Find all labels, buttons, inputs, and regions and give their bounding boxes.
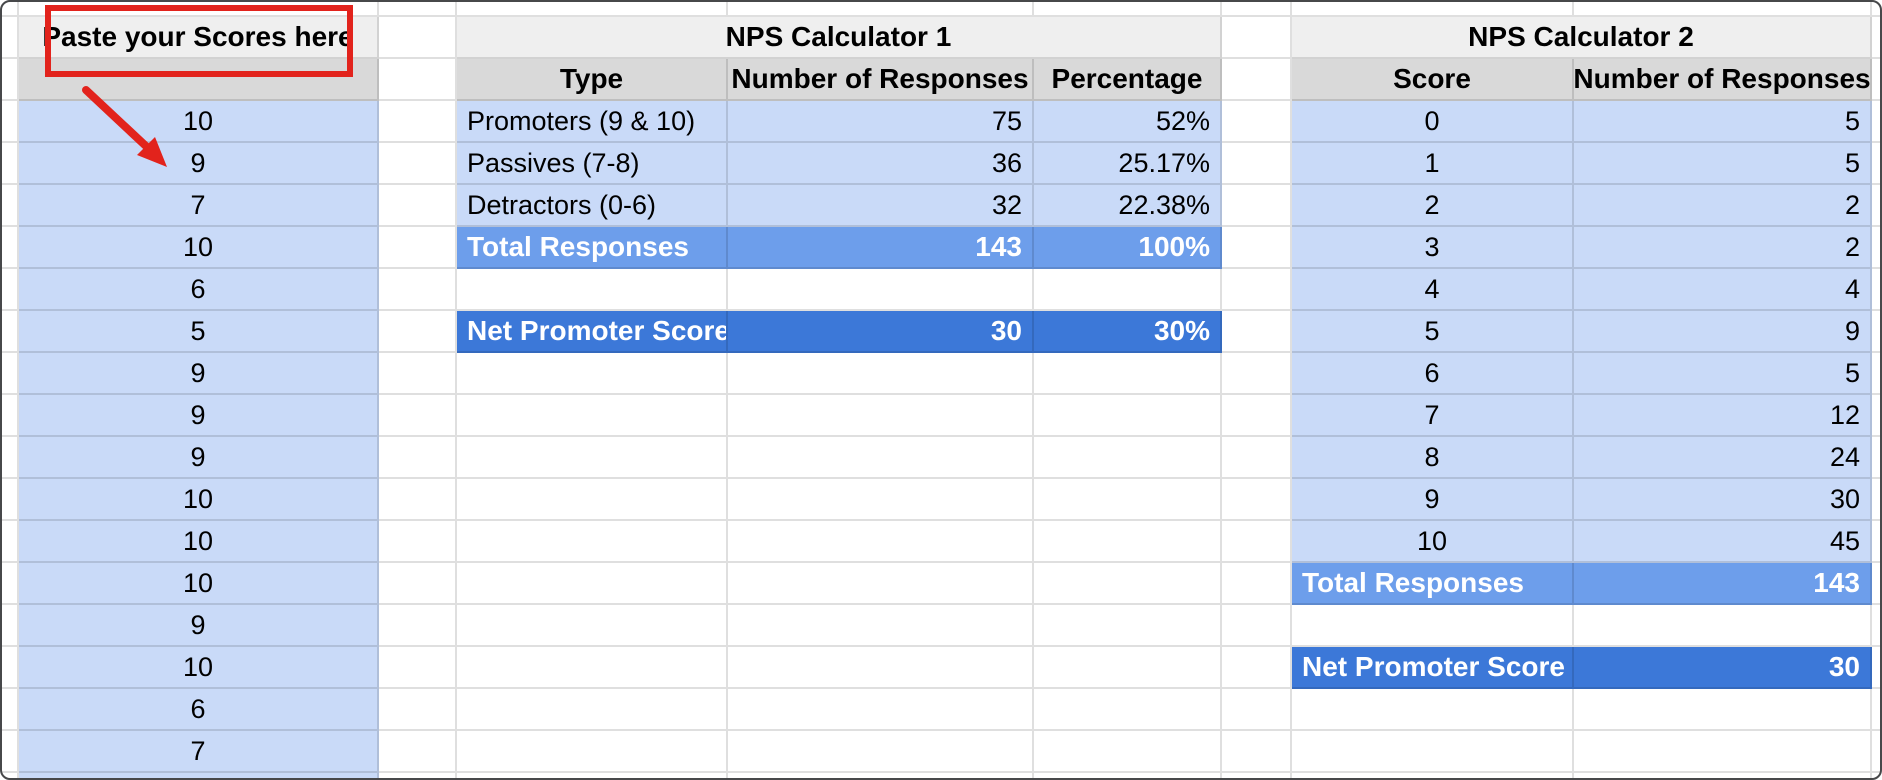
calc2-count-cell[interactable]: 30 xyxy=(1574,479,1872,521)
calc1-header-responses[interactable]: Number of Responses xyxy=(728,59,1034,101)
calc1-type-cell[interactable]: Promoters (9 & 10) xyxy=(457,101,728,143)
calc2-header-score[interactable]: Score xyxy=(1292,59,1574,101)
calc2-score-cell[interactable]: 2 xyxy=(1292,185,1574,227)
calc2-score-cell[interactable]: 6 xyxy=(1292,353,1574,395)
score-cell-partial[interactable] xyxy=(19,773,379,778)
calc1-total-pct-cell[interactable]: 100% xyxy=(1034,227,1222,269)
calc2-score-cell[interactable]: 9 xyxy=(1292,479,1574,521)
calc1-count-cell[interactable]: 36 xyxy=(728,143,1034,185)
calc1-count-cell[interactable]: 75 xyxy=(728,101,1034,143)
calc1-count-cell[interactable]: 32 xyxy=(728,185,1034,227)
score-cell[interactable]: 7 xyxy=(19,185,379,227)
calc2-count-cell[interactable]: 9 xyxy=(1574,311,1872,353)
score-cell[interactable]: 6 xyxy=(19,269,379,311)
score-cell[interactable]: 5 xyxy=(19,311,379,353)
score-cell[interactable]: 9 xyxy=(19,395,379,437)
score-cell[interactable]: 10 xyxy=(19,101,379,143)
calc2-count-cell[interactable]: 5 xyxy=(1574,101,1872,143)
calc2-count-cell[interactable]: 24 xyxy=(1574,437,1872,479)
calc2-count-cell[interactable]: 5 xyxy=(1574,353,1872,395)
calc2-count-cell[interactable]: 2 xyxy=(1574,185,1872,227)
calc1-total-count-cell[interactable]: 143 xyxy=(728,227,1034,269)
calc1-pct-cell[interactable]: 52% xyxy=(1034,101,1222,143)
calc2-total-count-cell[interactable]: 143 xyxy=(1574,563,1872,605)
paste-scores-header-cell[interactable]: Paste your Scores here xyxy=(19,17,379,59)
calc2-score-cell[interactable]: 4 xyxy=(1292,269,1574,311)
calc1-nps-label-cell[interactable]: Net Promoter Score xyxy=(457,311,728,353)
calc2-count-cell[interactable]: 2 xyxy=(1574,227,1872,269)
calc2-count-cell[interactable]: 45 xyxy=(1574,521,1872,563)
calc1-title-cell[interactable]: NPS Calculator 1 xyxy=(457,17,1222,59)
score-cell[interactable]: 10 xyxy=(19,647,379,689)
calc2-score-cell[interactable]: 3 xyxy=(1292,227,1574,269)
calc1-type-cell[interactable]: Detractors (0-6) xyxy=(457,185,728,227)
calc1-header-percentage[interactable]: Percentage xyxy=(1034,59,1222,101)
calc2-score-cell[interactable]: 10 xyxy=(1292,521,1574,563)
score-cell[interactable]: 9 xyxy=(19,353,379,395)
score-cell[interactable]: 7 xyxy=(19,731,379,773)
calc1-pct-cell[interactable]: 22.38% xyxy=(1034,185,1222,227)
score-cell[interactable]: 9 xyxy=(19,437,379,479)
score-cell[interactable]: 10 xyxy=(19,227,379,269)
calc2-score-cell[interactable]: 5 xyxy=(1292,311,1574,353)
empty-gray-cell[interactable] xyxy=(19,59,379,101)
calc2-total-label-cell[interactable]: Total Responses xyxy=(1292,563,1574,605)
score-cell[interactable]: 9 xyxy=(19,605,379,647)
calc2-count-cell[interactable]: 12 xyxy=(1574,395,1872,437)
score-cell[interactable]: 10 xyxy=(19,479,379,521)
calc2-score-cell[interactable]: 7 xyxy=(1292,395,1574,437)
calc1-type-cell[interactable]: Passives (7-8) xyxy=(457,143,728,185)
calc2-count-cell[interactable]: 5 xyxy=(1574,143,1872,185)
calc2-score-cell[interactable]: 0 xyxy=(1292,101,1574,143)
calc2-score-cell[interactable]: 8 xyxy=(1292,437,1574,479)
score-cell[interactable]: 6 xyxy=(19,689,379,731)
calc2-title-cell[interactable]: NPS Calculator 2 xyxy=(1292,17,1872,59)
score-cell[interactable]: 10 xyxy=(19,563,379,605)
calc2-score-cell[interactable]: 1 xyxy=(1292,143,1574,185)
calc1-total-label-cell[interactable]: Total Responses xyxy=(457,227,728,269)
calc2-count-cell[interactable]: 4 xyxy=(1574,269,1872,311)
calc1-pct-cell[interactable]: 25.17% xyxy=(1034,143,1222,185)
calc2-header-responses[interactable]: Number of Responses xyxy=(1574,59,1872,101)
calc2-nps-value-cell[interactable]: 30 xyxy=(1574,647,1872,689)
score-cell[interactable]: 10 xyxy=(19,521,379,563)
calc1-header-type[interactable]: Type xyxy=(457,59,728,101)
calc2-nps-label-cell[interactable]: Net Promoter Score xyxy=(1292,647,1574,689)
score-cell[interactable]: 9 xyxy=(19,143,379,185)
calc1-nps-value-cell[interactable]: 30 xyxy=(728,311,1034,353)
calc1-nps-pct-cell[interactable]: 30% xyxy=(1034,311,1222,353)
